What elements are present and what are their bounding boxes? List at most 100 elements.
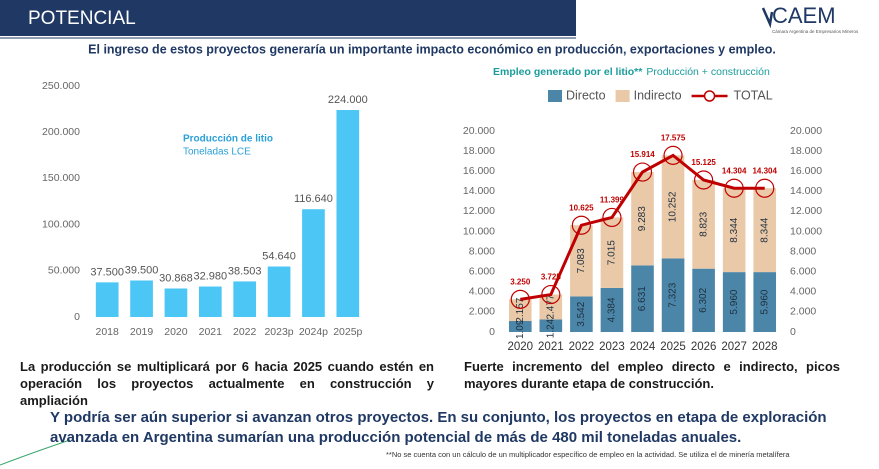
x-tick-label: 2020 — [507, 341, 533, 353]
x-tick-label: 2021 — [199, 326, 223, 338]
y-tick-label: 8.000 — [469, 245, 495, 257]
total-marker — [632, 162, 653, 182]
x-tick-label: 2022 — [233, 326, 257, 338]
bar-segment — [570, 296, 593, 332]
bar-segment — [722, 188, 746, 273]
value-label: 3.250 — [510, 277, 531, 286]
x-tick-label: 2018 — [96, 326, 120, 338]
value-label: 11.399 — [600, 196, 625, 205]
note-left: La producción se multiplicará por 6 haci… — [20, 359, 434, 408]
bar-segment — [753, 188, 777, 273]
bar — [164, 288, 188, 317]
bar — [95, 282, 119, 317]
value-label: 38.503 — [228, 265, 262, 277]
y-tick-label: 2.000 — [790, 306, 816, 318]
value-label: 32.980 — [193, 270, 227, 282]
y-tick-label: 50.000 — [48, 265, 80, 277]
x-tick-label: 2024p — [299, 326, 328, 338]
y-tick-label: 4.000 — [469, 286, 495, 298]
y-tick-label: 10.000 — [790, 225, 822, 237]
logo-mark — [761, 7, 774, 29]
value-label: 10.625 — [569, 203, 594, 212]
y-tick-label: 0 — [790, 326, 796, 338]
value-label: 7.323 — [668, 282, 679, 307]
x-tick-label: 2023p — [264, 326, 293, 338]
header-title: POTENCIAL — [28, 8, 136, 29]
total-marker — [663, 145, 683, 165]
note-right: Fuerte incremento del empleo directo e i… — [464, 359, 840, 391]
legend-marker — [703, 90, 716, 102]
total-marker — [571, 215, 591, 235]
bar-segment — [692, 179, 715, 269]
y-tick-label: 14.000 — [463, 185, 495, 197]
value-label: 1.093 — [515, 314, 526, 339]
chart-title: Producción de litio — [183, 134, 273, 145]
total-line — [520, 153, 765, 301]
value-label: 5.960 — [759, 289, 770, 314]
value-label: 8.823 — [698, 211, 709, 236]
bar-segment — [661, 155, 685, 259]
logo-subtitle: Cámara Argentina de Empresarios Mineros — [772, 29, 859, 34]
y-tick-label: 18.000 — [790, 145, 822, 157]
bar-segment — [508, 321, 532, 332]
bar-segment — [631, 265, 654, 332]
bar-segment — [661, 258, 685, 332]
legend-label: TOTAL — [734, 88, 773, 102]
value-label: 30.868 — [159, 272, 193, 284]
value-label: 10.252 — [668, 191, 679, 222]
y-tick-label: 200.000 — [42, 126, 80, 138]
legend-swatch — [548, 90, 562, 102]
y-tick-label: 10.000 — [463, 225, 495, 237]
conclusion: Y podría ser aún superior si avanzan otr… — [50, 409, 827, 446]
value-label: 8.344 — [759, 217, 770, 242]
value-label: 2.477 — [545, 294, 556, 319]
bar-segment — [600, 217, 624, 288]
value-label: 1.248 — [545, 313, 556, 338]
bar — [233, 281, 257, 317]
header-bar — [0, 0, 576, 36]
value-label: 6.631 — [637, 286, 648, 311]
value-label: 2.157 — [515, 297, 526, 322]
bar — [302, 209, 325, 317]
total-marker — [602, 207, 622, 228]
bar-segment — [539, 319, 563, 332]
value-label: 116.640 — [294, 193, 333, 205]
total-marker — [724, 178, 744, 198]
value-label: 14.304 — [722, 166, 747, 175]
y-tick-label: 16.000 — [790, 165, 822, 177]
y-tick-label: 150.000 — [42, 172, 80, 184]
value-label: 14.304 — [752, 166, 777, 175]
total-marker — [541, 284, 561, 305]
y-tick-label: 12.000 — [790, 205, 822, 217]
decoration — [0, 439, 71, 466]
bar-segment — [692, 268, 715, 332]
legend-label: Directo — [566, 88, 606, 102]
value-label: 5.960 — [729, 289, 740, 314]
chart-subtitle: Toneladas LCE — [183, 147, 251, 158]
y-tick-label: 2.000 — [469, 306, 495, 318]
value-label: 54.640 — [262, 250, 296, 262]
bar — [336, 110, 360, 317]
legend-swatch — [615, 90, 630, 102]
chart-title: Empleo generado por el litio** — [493, 66, 643, 78]
value-label: 7.083 — [576, 248, 587, 273]
x-tick-label: 2026 — [691, 341, 717, 353]
value-label: 3.725 — [541, 273, 562, 282]
value-label: 7.015 — [607, 240, 618, 265]
x-tick-label: 2025 — [660, 341, 686, 353]
y-tick-label: 6.000 — [790, 265, 816, 277]
y-tick-label: 0 — [489, 326, 495, 338]
value-label: 39.500 — [125, 264, 159, 276]
chart-subtitle: Producción + construcción — [646, 66, 770, 78]
bar — [130, 280, 153, 317]
x-tick-label: 2021 — [538, 341, 564, 353]
y-tick-label: 16.000 — [463, 165, 495, 177]
x-tick-label: 2020 — [164, 326, 188, 338]
bar — [267, 266, 291, 317]
bar-segment — [753, 272, 777, 332]
value-label: 3.542 — [576, 301, 587, 326]
bar-segment — [631, 172, 654, 266]
value-label: 4.384 — [607, 297, 618, 322]
